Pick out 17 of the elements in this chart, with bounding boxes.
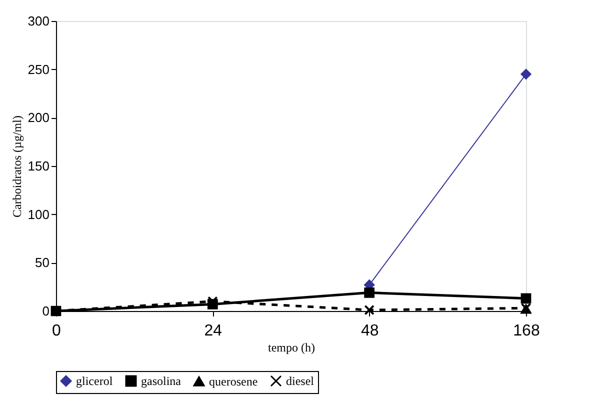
legend-label: glicerol [76, 374, 114, 388]
y-tick-label: 100 [28, 206, 50, 222]
y-tick-label: 200 [28, 110, 50, 126]
y-tick-label: 250 [28, 62, 50, 77]
x-tick-label: 48 [360, 322, 379, 340]
y-tick-label: 150 [28, 158, 50, 174]
x-tick-label: 24 [204, 322, 222, 340]
y-tick-label: 300 [28, 14, 50, 28]
legend-label: gasolina [141, 374, 182, 388]
y-axis-title: Carboidratos (µg/ml) [10, 116, 24, 218]
x-axis-title: tempo (h) [268, 340, 315, 354]
y-tick-label: 50 [35, 255, 50, 270]
y-tick-label: 0 [42, 304, 50, 318]
legend-label: diesel [286, 374, 315, 388]
x-tick-label: 168 [513, 322, 540, 340]
legend-label: querosene [209, 374, 258, 388]
x-tick-label: 0 [52, 322, 62, 340]
